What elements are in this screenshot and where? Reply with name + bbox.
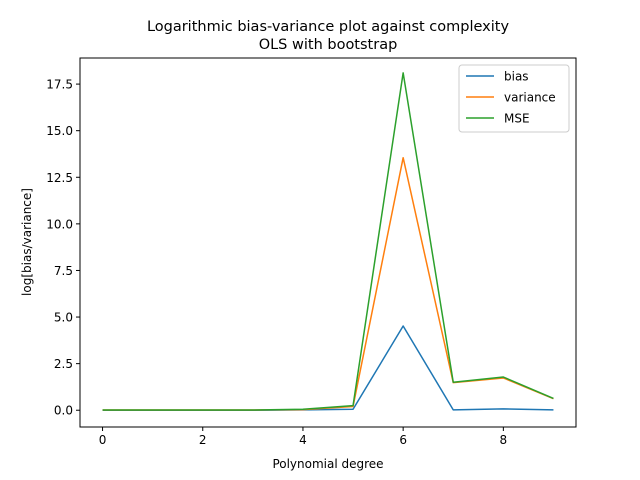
y-tick-label: 15.0 xyxy=(46,124,73,138)
y-tick-label: 0.0 xyxy=(54,404,73,418)
y-tick-label: 10.0 xyxy=(46,217,73,231)
series-line-mse xyxy=(102,72,554,411)
y-tick-label: 17.5 xyxy=(46,78,73,92)
y-tick-label: 12.5 xyxy=(46,171,73,185)
legend-label-variance: variance xyxy=(504,91,556,105)
x-axis-label: Polynomial degree xyxy=(272,457,383,471)
x-tick-label: 6 xyxy=(399,433,407,447)
y-tick-label: 2.5 xyxy=(54,357,73,371)
y-axis-label: log[bias/variance] xyxy=(20,188,34,296)
legend-label-mse: MSE xyxy=(504,112,530,126)
x-tick-label: 2 xyxy=(199,433,207,447)
y-tick-label: 5.0 xyxy=(54,311,73,325)
legend-label-bias: bias xyxy=(504,70,529,84)
series-layer xyxy=(102,72,554,411)
legend: bias variance MSE xyxy=(458,64,570,133)
chart-title-line-1: Logarithmic bias-variance plot against c… xyxy=(147,19,510,35)
ticks-layer: 0 2 4 6 8 0.0 2.5 5.0 7.5 10.0 12.5 15.0 17.5 xyxy=(46,78,507,447)
chart-title-line-2: OLS with bootstrap xyxy=(259,37,398,53)
x-tick-label: 8 xyxy=(500,433,508,447)
x-tick-label: 0 xyxy=(99,433,107,447)
y-tick-label: 7.5 xyxy=(54,264,73,278)
axes-frame xyxy=(79,57,577,428)
legend-box xyxy=(458,64,570,133)
x-tick-label: 4 xyxy=(299,433,307,447)
